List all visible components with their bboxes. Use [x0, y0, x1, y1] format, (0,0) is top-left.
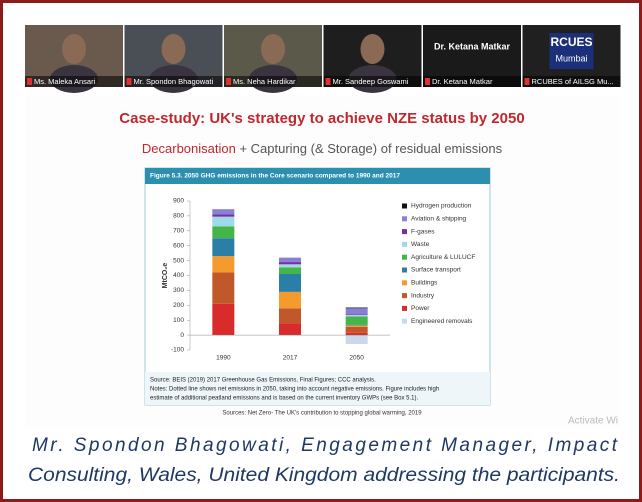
- x-tick-label: 1990: [216, 355, 231, 362]
- mute-icon: [525, 78, 530, 85]
- bar-segment: [212, 217, 234, 227]
- participant-name: Mr. Sandeep Goswami: [333, 77, 409, 86]
- y-tick-label: -100: [171, 347, 184, 354]
- tile-text: Dr. Ketana Matkar: [434, 41, 511, 51]
- bar-segment: [279, 292, 301, 308]
- bar-segment: [279, 262, 301, 264]
- person-head: [361, 34, 385, 64]
- mute-icon: [127, 78, 132, 85]
- legend-swatch: [402, 229, 407, 234]
- bar-segment: [346, 314, 368, 315]
- y-axis-label: MtCO₂e: [162, 263, 169, 289]
- bar-segment: [279, 264, 301, 267]
- bar-segment: [346, 308, 368, 314]
- mute-icon: [226, 78, 231, 85]
- x-tick-label: 2050: [349, 355, 364, 362]
- bar-segment: [212, 304, 234, 335]
- legend-label: Aviation & shipping: [411, 216, 467, 223]
- page: {"participants": [ {"name": "Ms. Maleka …: [0, 0, 642, 502]
- source-line: Source: BEIS (2019) 2017 Greenhouse Gas …: [150, 378, 376, 384]
- legend-swatch: [402, 306, 407, 311]
- participant-name: Ms. Maleka Ansari: [34, 77, 96, 86]
- bar-segment: [279, 258, 301, 262]
- figure-header: Figure 5.3. 2050 GHG emissions in the Co…: [150, 173, 400, 180]
- bar-segment: [346, 333, 368, 335]
- subtitle-highlight: Decarbonisation: [142, 141, 236, 156]
- person-head: [62, 34, 86, 64]
- mute-icon: [326, 78, 331, 85]
- legend-swatch: [402, 293, 407, 298]
- bar-segment: [212, 214, 234, 216]
- logo-top: RCUES: [550, 35, 592, 49]
- y-tick-label: 900: [173, 198, 184, 205]
- person-head: [261, 34, 285, 64]
- legend-swatch: [402, 319, 407, 324]
- legend-label: Hydrogen production: [411, 203, 472, 210]
- y-tick-label: 100: [173, 317, 184, 324]
- screenshot: Ms. Maleka Ansari Mr. Spondon Bhagowati Ms…: [0, 0, 642, 502]
- bar-segment: [212, 209, 234, 214]
- legend-swatch: [402, 216, 407, 221]
- bar-segment: [346, 315, 368, 316]
- bar-segment: [279, 267, 301, 274]
- sources: Sources: Net Zero- The UK's contribution…: [222, 411, 422, 417]
- participant-name: Dr. Ketana Matkar: [432, 77, 493, 86]
- y-tick-label: 200: [173, 302, 184, 309]
- bar-segment: [212, 273, 234, 304]
- participant-name: Ms. Neha Hardikar: [233, 77, 296, 86]
- bar-segment: [279, 274, 301, 292]
- y-tick-label: 700: [173, 228, 184, 235]
- legend-swatch: [402, 255, 407, 260]
- bar-segment: [346, 325, 368, 326]
- bar-segment: [279, 323, 301, 335]
- bar-segment: [212, 256, 234, 272]
- participant-name: Mr. Spondon Bhagowati: [134, 77, 214, 86]
- logo-bottom: Mumbai: [555, 53, 587, 63]
- subtitle-rest: + Capturing (& Storage) of residual emis…: [236, 141, 503, 156]
- bar-segment: [346, 325, 368, 326]
- legend-label: Industry: [411, 292, 435, 299]
- mute-icon: [27, 78, 32, 85]
- legend-label: Waste: [411, 241, 430, 248]
- legend-label: Agriculture & LULUCF: [411, 254, 475, 261]
- bar-segment: [346, 308, 368, 309]
- legend-label: Buildings: [411, 280, 438, 287]
- legend-label: F-gases: [411, 228, 435, 235]
- legend-swatch: [402, 268, 407, 273]
- y-tick-label: 600: [173, 242, 184, 249]
- y-tick-label: 400: [173, 272, 184, 279]
- y-tick-label: 300: [173, 287, 184, 294]
- legend-swatch: [402, 242, 407, 247]
- mute-icon: [425, 78, 430, 85]
- person-head: [162, 34, 186, 64]
- slide-title: Case-study: UK's strategy to achieve NZE…: [119, 110, 524, 127]
- x-tick-label: 2017: [283, 355, 298, 362]
- participant-name: RCUBES of AILSG Mu...: [532, 77, 614, 86]
- caption: Consulting, Wales, United Kingdom addres…: [28, 465, 620, 486]
- legend-swatch: [402, 204, 407, 209]
- y-tick-label: 0: [180, 332, 184, 339]
- notes-line: estimate of additional peatland emission…: [150, 396, 418, 402]
- bar-segment: [212, 226, 234, 238]
- legend-label: Surface transport: [411, 267, 461, 274]
- legend-label: Engineered removals: [411, 318, 473, 325]
- bar-segment: [346, 316, 368, 324]
- bar-segment: [279, 308, 301, 323]
- y-tick-label: 800: [173, 213, 184, 220]
- bar-segment: [212, 238, 234, 256]
- y-tick-label: 500: [173, 257, 184, 264]
- legend-label: Power: [411, 305, 430, 312]
- watermark: Activate Wi: [568, 416, 618, 427]
- bar-segment: [346, 335, 368, 344]
- slide-subtitle: Decarbonisation + Capturing (& Storage) …: [142, 141, 503, 156]
- notes-line: Notes: Dotted line shows net emissions i…: [150, 387, 439, 393]
- legend-swatch: [402, 280, 407, 285]
- bar-segment: [346, 327, 368, 333]
